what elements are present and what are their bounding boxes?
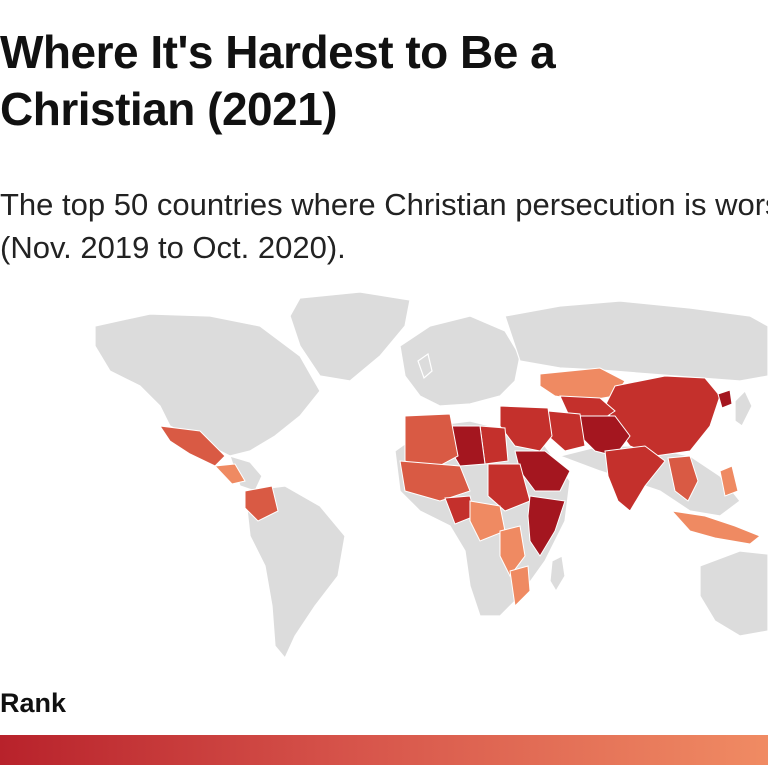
central-africa-region bbox=[469, 500, 506, 542]
madagascar-land bbox=[549, 555, 566, 593]
north-america-land bbox=[94, 313, 321, 457]
north-korea-region bbox=[717, 389, 733, 409]
somalia-horn-region bbox=[527, 495, 566, 557]
sahel-region bbox=[399, 460, 471, 502]
indonesia-region bbox=[670, 510, 761, 545]
east-africa-region bbox=[499, 525, 526, 577]
russia-land bbox=[504, 300, 768, 382]
legend-label: Rank bbox=[0, 688, 67, 718]
philippines-region bbox=[719, 465, 739, 497]
india-region bbox=[604, 445, 666, 512]
south-america-land bbox=[244, 485, 346, 660]
japan-land bbox=[734, 389, 753, 427]
north-africa-west-region bbox=[404, 413, 459, 472]
map-subtitle: The top 50 countries where Christian per… bbox=[0, 187, 768, 265]
europe-land bbox=[399, 315, 521, 407]
iran-region bbox=[547, 410, 586, 452]
colombia-region bbox=[244, 485, 279, 522]
mozambique-region bbox=[509, 565, 531, 608]
southeast-asia-region bbox=[667, 455, 699, 502]
sudan-region bbox=[487, 463, 531, 512]
greenland-land bbox=[289, 291, 411, 382]
world-map bbox=[94, 291, 768, 660]
central-america-highlight bbox=[213, 463, 246, 485]
uk-land bbox=[417, 353, 433, 380]
rank-color-scale bbox=[0, 735, 768, 765]
australia-land bbox=[699, 550, 768, 637]
map-title: Where It's Hardest to Be a Christian (20… bbox=[0, 26, 556, 135]
